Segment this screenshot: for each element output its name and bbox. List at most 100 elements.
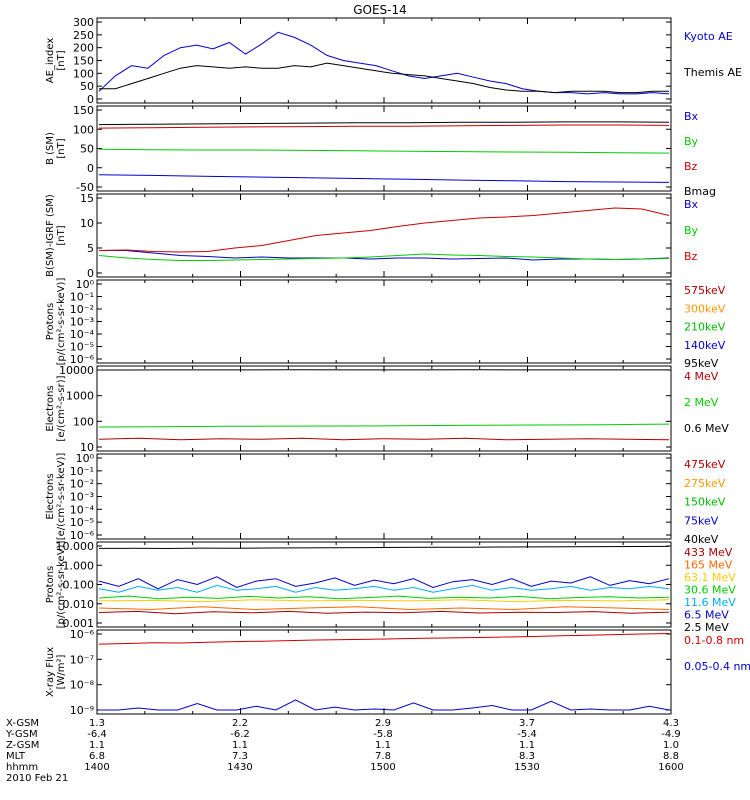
x-axis-value: 1530 [514,762,539,773]
y-axis-label: Protons [45,566,56,603]
y-tick-label: 5 [87,242,94,255]
x-axis-row-label: hhmm [6,762,38,773]
x-axis-value: 8.3 [519,751,535,762]
y-axis-label: [W/m²] [56,654,67,689]
panel-7: 10.000 1.000 0.100 0.010 0.001 Protons [p/(cm²… [45,540,736,634]
y-tick-label: 100 [73,415,94,428]
legend-entry: 575keV [684,284,726,297]
legend-entry: Bx [684,110,699,123]
series-line-63-1-mev [98,599,670,603]
legend-entry: Bmag [684,185,716,198]
y-tick-label: 10⁰ [76,278,95,291]
y-tick-label: 10⁻⁴ [70,503,95,516]
series-line-bmag [98,121,670,126]
x-axis-value: -5.4 [517,729,537,740]
y-axis-label: [e/(cm²-s-sr-keV)] [56,453,67,541]
series-line-bx [98,174,670,183]
x-axis-row-label: MLT [6,751,26,762]
y-tick-label: 10⁻¹ [70,291,94,304]
legend-entry: 475keV [684,458,726,471]
x-axis-value: 2.9 [375,718,391,729]
y-tick-label: 1.000 [63,559,95,572]
y-tick-label: 10⁻¹ [70,465,94,478]
y-tick-label: 10⁻² [70,478,94,491]
x-axis-value: 1600 [658,762,683,773]
y-axis-label: B (SM) [45,132,56,165]
x-axis-value: 8.8 [663,751,679,762]
y-tick-label: 10⁻⁴ [70,328,95,341]
y-tick-label: 10⁻⁵ [70,341,94,354]
series-line-themis-ae [99,62,669,94]
x-axis-value: 1.1 [89,740,105,751]
legend-entry: 95keV [684,357,719,370]
legend-entry: 0.1-0.8 nm [684,634,744,647]
legend-entry: By [684,224,699,237]
x-axis-value: 7.8 [375,751,391,762]
panel-frame [96,541,672,628]
legend-entry: 0.05-0.4 nm [684,660,750,673]
series-line-by [98,148,670,154]
x-axis-value: -6.2 [230,729,250,740]
y-axis-label: [p/(cm²-s-sr-keV)] [56,278,67,366]
panel-frame [96,17,672,104]
series-line-kyoto-ae [98,31,670,95]
series-line-6-5-mev [98,576,670,590]
x-axis-value: 3.7 [519,718,535,729]
panel-8: 10⁻⁶ 10⁻⁷ 10⁻⁸ 10⁻⁹ X-ray Flux [W/m²] 0.1-0.8 … [45,628,750,717]
series-line-by [98,253,670,261]
panel-frame [96,105,672,192]
series-line-11-6-mev [98,584,670,593]
legend-entry: 0.6 MeV [684,422,729,435]
y-tick-label: 100 [73,67,94,80]
y-axis-label: B(SM)-IGRF (SM) [45,194,56,277]
y-axis-label: Electrons [45,385,56,431]
y-axis-label: [e/(cm²-s-sr)] [56,375,67,441]
y-tick-label: 50 [80,143,94,156]
y-axis-label: X-ray Flux [45,647,56,697]
legend-entry: 40keV [684,533,719,546]
series-line-bz [98,124,670,129]
plot-date: 2010 Feb 21 [6,773,68,784]
series-line-4-mev [98,437,670,441]
legend-entry: 433 MeV [684,546,733,559]
series-line-0-1-0-8-nm [98,633,670,645]
panel-frame [96,279,672,364]
y-tick-label: 10⁻³ [70,491,94,504]
x-axis-value: 6.8 [89,751,105,762]
y-tick-label: 0 [87,162,94,175]
y-tick-label: 10⁻⁶ [70,628,95,641]
y-axis-label: [p/(cm²-s-sr-keV)] [56,541,67,629]
x-axis-value: -5.8 [373,729,393,740]
x-axis-row-label: Y-GSM [5,729,38,740]
y-tick-label: 10.000 [56,540,95,553]
panel-2: 150 100 50 0 -50 B (SM) [nT] Bx By Bz Bmag [45,104,716,198]
series-line-433-mev [98,610,670,615]
panel-frame [96,193,672,278]
x-axis-row-label: X-GSM [6,718,39,729]
x-axis-value: 7.3 [232,751,248,762]
y-tick-label: 10⁻⁶ [70,353,95,366]
y-tick-label: 0 [87,267,94,280]
y-axis-label: [nT] [56,138,67,158]
legend-entry: Themis AE [683,66,742,79]
y-tick-label: 250 [73,29,94,42]
panel-frame [96,453,672,540]
series-line-0-05-0-4-nm [99,699,670,711]
x-axis-table: X-GSM 1.3 2.2 2.9 3.7 4.3 Y-GSM -6.4 -6.2 -5.8 -5.… [5,718,684,784]
y-tick-label: 0.100 [63,579,95,592]
series-line-165-mev [98,606,670,611]
legend-entry: Bx [684,198,699,211]
y-tick-label: 10000 [59,364,94,377]
legend-entry: 210keV [684,321,726,334]
y-axis-label: Electrons [45,473,56,519]
x-axis-value: 1.1 [375,740,391,751]
y-tick-label: 200 [73,42,94,55]
series-line-bz [98,207,670,253]
legend-entry: Bz [684,160,698,173]
legend-entry: Kyoto AE [684,30,733,43]
y-tick-label: 150 [73,104,94,117]
y-tick-label: 10 [80,441,94,454]
legend-entry: 75keV [684,514,719,527]
